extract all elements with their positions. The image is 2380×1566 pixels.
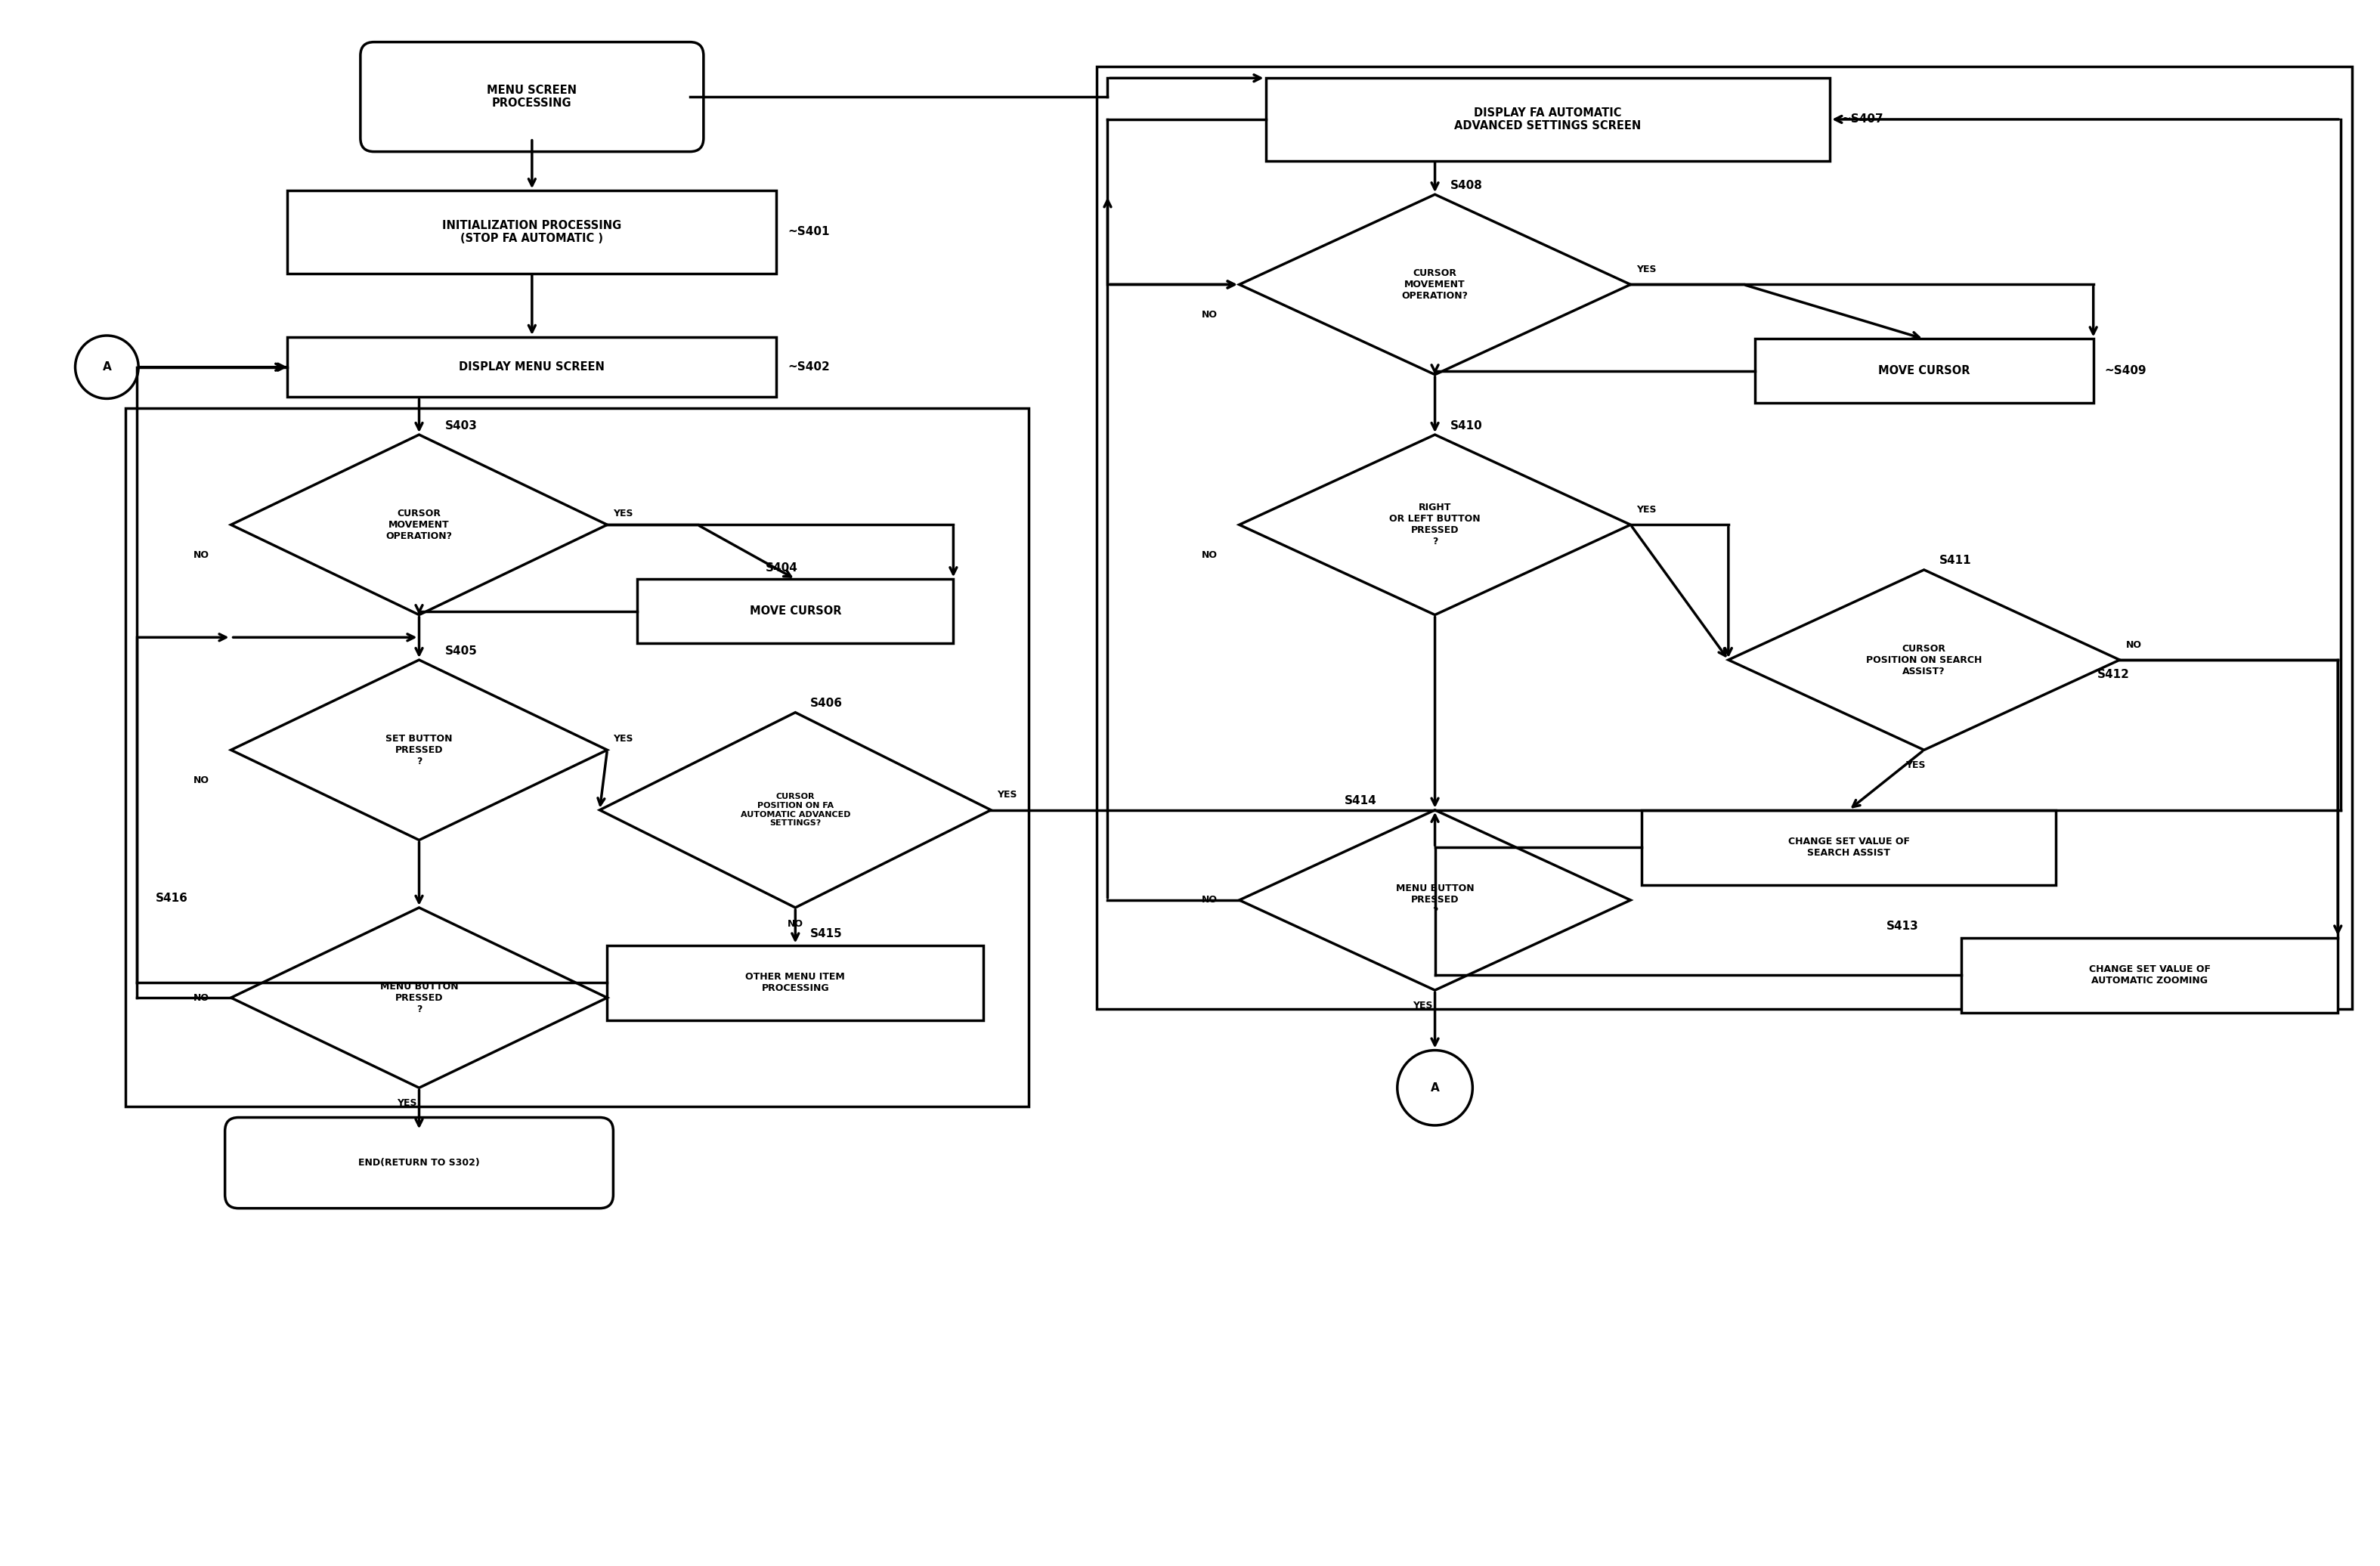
Text: DISPLAY MENU SCREEN: DISPLAY MENU SCREEN	[459, 362, 605, 373]
Text: S411: S411	[1940, 554, 1971, 567]
Text: YES: YES	[997, 791, 1016, 800]
Text: OTHER MENU ITEM
PROCESSING: OTHER MENU ITEM PROCESSING	[745, 972, 845, 993]
Text: MOVE CURSOR: MOVE CURSOR	[750, 606, 840, 617]
Polygon shape	[231, 435, 607, 615]
Text: CURSOR
POSITION ON FA
AUTOMATIC ADVANCED
SETTINGS?: CURSOR POSITION ON FA AUTOMATIC ADVANCED…	[740, 792, 850, 827]
Text: NO: NO	[1202, 550, 1219, 559]
Text: YES: YES	[1637, 265, 1656, 274]
Circle shape	[1397, 1051, 1473, 1126]
Text: RIGHT
OR LEFT BUTTON
PRESSED
?: RIGHT OR LEFT BUTTON PRESSED ?	[1390, 503, 1480, 547]
Text: S414: S414	[1345, 796, 1378, 806]
Text: NO: NO	[1202, 896, 1219, 905]
Circle shape	[76, 335, 138, 399]
Text: NO: NO	[1202, 310, 1219, 319]
Text: ~S407: ~S407	[1842, 114, 1883, 125]
Text: CURSOR
MOVEMENT
OPERATION?: CURSOR MOVEMENT OPERATION?	[386, 509, 452, 540]
Text: S406: S406	[809, 698, 843, 709]
Text: CHANGE SET VALUE OF
AUTOMATIC ZOOMING: CHANGE SET VALUE OF AUTOMATIC ZOOMING	[2090, 965, 2211, 985]
FancyBboxPatch shape	[607, 946, 983, 1019]
Text: SET BUTTON
PRESSED
?: SET BUTTON PRESSED ?	[386, 734, 452, 766]
Text: CURSOR
POSITION ON SEARCH
ASSIST?: CURSOR POSITION ON SEARCH ASSIST?	[1866, 644, 1983, 677]
Text: S408: S408	[1449, 180, 1483, 191]
Polygon shape	[1240, 194, 1630, 374]
FancyBboxPatch shape	[288, 337, 776, 398]
Text: S415: S415	[809, 929, 843, 940]
Text: CURSOR
MOVEMENT
OPERATION?: CURSOR MOVEMENT OPERATION?	[1402, 268, 1468, 301]
Text: S403: S403	[445, 420, 478, 431]
Text: ~S409: ~S409	[2104, 365, 2147, 376]
Text: YES: YES	[1637, 504, 1656, 515]
Text: S416: S416	[155, 893, 188, 904]
Text: NO: NO	[2125, 640, 2142, 650]
Text: YES: YES	[397, 1098, 416, 1107]
FancyBboxPatch shape	[1961, 938, 2337, 1013]
Text: S412: S412	[2097, 669, 2130, 681]
Text: MOVE CURSOR: MOVE CURSOR	[1878, 365, 1971, 376]
Text: NO: NO	[193, 550, 209, 559]
FancyBboxPatch shape	[226, 1118, 614, 1209]
Text: MENU BUTTON
PRESSED
?: MENU BUTTON PRESSED ?	[1395, 883, 1473, 916]
FancyBboxPatch shape	[288, 191, 776, 272]
FancyBboxPatch shape	[638, 579, 954, 644]
Text: ~S401: ~S401	[788, 227, 831, 238]
Text: A: A	[1430, 1082, 1440, 1093]
Polygon shape	[231, 908, 607, 1088]
Polygon shape	[231, 659, 607, 839]
Text: NO: NO	[193, 993, 209, 1002]
FancyBboxPatch shape	[1642, 810, 2056, 885]
FancyBboxPatch shape	[1754, 338, 2094, 402]
Text: END(RETURN TO S302): END(RETURN TO S302)	[359, 1157, 481, 1168]
Text: S404: S404	[766, 562, 797, 573]
Polygon shape	[1240, 435, 1630, 615]
Text: NO: NO	[788, 919, 804, 929]
Text: CHANGE SET VALUE OF
SEARCH ASSIST: CHANGE SET VALUE OF SEARCH ASSIST	[1787, 836, 1909, 858]
Text: A: A	[102, 362, 112, 373]
Text: YES: YES	[614, 509, 633, 518]
Text: S413: S413	[1887, 921, 1918, 932]
FancyBboxPatch shape	[1266, 78, 1830, 161]
Text: DISPLAY FA AUTOMATIC
ADVANCED SETTINGS SCREEN: DISPLAY FA AUTOMATIC ADVANCED SETTINGS S…	[1454, 106, 1642, 132]
Text: ~S402: ~S402	[788, 362, 831, 373]
FancyBboxPatch shape	[359, 42, 704, 152]
Text: NO: NO	[193, 775, 209, 785]
Polygon shape	[600, 713, 990, 908]
Text: MENU BUTTON
PRESSED
?: MENU BUTTON PRESSED ?	[381, 982, 459, 1013]
Polygon shape	[1240, 810, 1630, 990]
Text: YES: YES	[614, 734, 633, 744]
Text: MENU SCREEN
PROCESSING: MENU SCREEN PROCESSING	[488, 85, 576, 110]
Text: INITIALIZATION PROCESSING
(STOP FA AUTOMATIC ): INITIALIZATION PROCESSING (STOP FA AUTOM…	[443, 219, 621, 244]
Polygon shape	[1728, 570, 2121, 750]
Text: S405: S405	[445, 645, 478, 656]
Text: YES: YES	[1906, 760, 1925, 770]
Text: YES: YES	[1411, 1001, 1433, 1010]
Text: S410: S410	[1449, 420, 1483, 431]
